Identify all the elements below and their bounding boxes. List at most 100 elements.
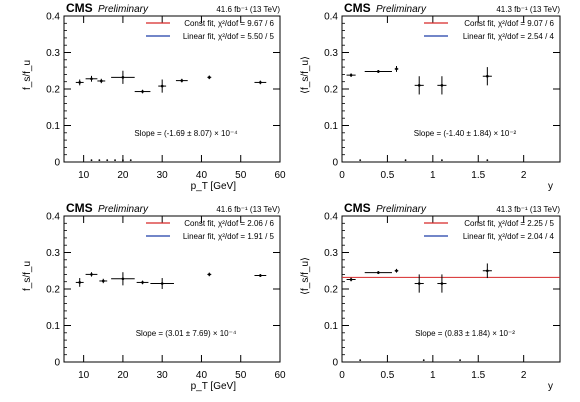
- y-tick-label: 0.2: [324, 85, 338, 96]
- luminosity-label: 41.6 fb⁻¹ (13 TeV): [216, 5, 280, 14]
- x-tick-label: 20: [117, 170, 129, 181]
- y-tick-label: 0.3: [324, 248, 338, 259]
- experiment-label: CMS: [344, 201, 371, 215]
- y-tick-label: 0: [54, 158, 60, 169]
- data-point: [395, 67, 398, 71]
- y-tick-label: 0.1: [46, 321, 60, 332]
- data-point: [259, 274, 262, 277]
- data-point: [121, 76, 125, 79]
- x-tick-label: 50: [235, 170, 247, 181]
- y-tick-label: 0.3: [46, 48, 60, 59]
- x-tick-label: 1.5: [471, 170, 485, 181]
- legend-entry: Const fit, χ²/dof = 2.25 / 5: [464, 219, 554, 228]
- y-tick-label: 0.1: [324, 321, 338, 332]
- data-point: [440, 282, 444, 285]
- axis-mark-dot: [90, 159, 93, 162]
- slope-annotation: Slope = (3.01 ± 7.69) × 10⁻⁴: [136, 329, 237, 338]
- x-axis-title: p_T [GeV]: [191, 181, 237, 192]
- data-point: [349, 73, 353, 77]
- luminosity-label: 41.3 fb⁻¹ (13 TeV): [496, 205, 560, 214]
- panel-bottom-left: 0 0.1 0.2 0.3 0.4 10 20 30 40 50 60 CMS Preliminary 4…: [22, 201, 286, 392]
- y-tick-label: 0: [332, 358, 338, 369]
- legend-entry: Const fit, χ²/dof = 9.67 / 6: [184, 19, 274, 28]
- x-axis-title: y: [548, 181, 553, 192]
- x-tick-label: 50: [235, 370, 247, 381]
- y-axis-title: ⟨f_s/f_u⟩: [300, 257, 311, 295]
- data-point: [100, 79, 103, 83]
- slope-annotation: Slope = (-1.40 ± 1.84) × 10⁻²: [414, 129, 517, 138]
- data-point: [395, 269, 398, 273]
- x-tick-label: 30: [157, 370, 169, 381]
- x-tick-label: 1: [430, 370, 436, 381]
- experiment-label: CMS: [66, 201, 93, 215]
- data-point: [90, 273, 93, 276]
- data-point: [141, 90, 144, 93]
- luminosity-label: 41.6 fb⁻¹ (13 TeV): [216, 205, 280, 214]
- x-tick-label: 1.5: [471, 370, 485, 381]
- data-point: [417, 84, 421, 87]
- axis-mark-dot: [106, 159, 109, 162]
- luminosity-label: 41.3 fb⁻¹ (13 TeV): [496, 5, 560, 14]
- x-tick-label: 40: [196, 370, 208, 381]
- y-tick-label: 0.4: [324, 12, 338, 23]
- x-tick-label: 10: [78, 170, 90, 181]
- x-axis-title: p_T [GeV]: [191, 381, 237, 392]
- data-point: [101, 279, 105, 283]
- y-tick-label: 0.3: [46, 248, 60, 259]
- y-tick-label: 0: [54, 358, 60, 369]
- panel-bottom-right: 0 0.1 0.2 0.3 0.4 0 0.5 1 1.5 2 CMS Preliminary 41.3…: [300, 201, 561, 392]
- x-tick-label: 0: [339, 370, 345, 381]
- x-tick-label: 1: [430, 170, 436, 181]
- slope-annotation: Slope = (-1.69 ± 8.07) × 10⁻⁴: [134, 129, 238, 138]
- axis-mark-dot: [359, 159, 362, 162]
- data-point: [440, 84, 444, 87]
- panel-top-left: 0 0.1 0.2 0.3 0.4 10 20 30 40 50 60 CMS Preliminary 4…: [22, 1, 286, 192]
- x-tick-label: 0.5: [380, 370, 394, 381]
- x-tick-label: 20: [117, 370, 129, 381]
- y-axis-title: f_s/f_u: [22, 60, 33, 90]
- data-point: [160, 84, 164, 88]
- x-tick-label: 2: [521, 170, 527, 181]
- panel-top-right: 0 0.1 0.2 0.3 0.4 0 0.5 1 1.5 2 CMS Preliminary 41.3…: [300, 1, 561, 192]
- legend-entry: Linear fit, χ²/dof = 1.91 / 5: [183, 232, 275, 241]
- legend-entry: Linear fit, χ²/dof = 5.50 / 5: [183, 32, 275, 41]
- experiment-label: CMS: [344, 1, 371, 15]
- axis-mark-dot: [422, 359, 425, 362]
- y-tick-label: 0.2: [324, 285, 338, 296]
- data-point: [377, 70, 380, 73]
- data-point: [208, 273, 211, 276]
- y-tick-label: 0.1: [324, 121, 338, 132]
- x-tick-label: 0.5: [380, 170, 394, 181]
- legend-entry: Linear fit, χ²/dof = 2.54 / 4: [463, 32, 555, 41]
- y-tick-label: 0: [332, 158, 338, 169]
- data-point: [90, 77, 93, 81]
- axis-mark-dot: [359, 359, 362, 362]
- data-point: [486, 74, 489, 78]
- legend-entry: Linear fit, χ²/dof = 2.04 / 4: [463, 232, 555, 241]
- y-tick-label: 0.3: [324, 48, 338, 59]
- axis-mark-dot: [98, 159, 101, 162]
- data-point: [78, 281, 82, 284]
- legend-entry: Const fit, χ²/dof = 9.07 / 6: [464, 19, 554, 28]
- legend-entry: Const fit, χ²/dof = 2.06 / 6: [184, 219, 274, 228]
- x-tick-label: 10: [78, 370, 90, 381]
- axis-mark-dot: [114, 159, 116, 162]
- axis-mark-dot: [122, 159, 124, 162]
- axis-mark-dot: [404, 159, 407, 162]
- data-point: [377, 271, 380, 274]
- x-axis-title: y: [548, 381, 553, 392]
- status-label: Preliminary: [98, 204, 149, 215]
- slope-annotation: Slope = (0.83 ± 1.84) × 10⁻²: [415, 329, 515, 338]
- status-label: Preliminary: [376, 4, 427, 15]
- y-tick-label: 0.2: [46, 285, 60, 296]
- experiment-label: CMS: [66, 1, 93, 15]
- y-axis-title: f_s/f_u: [22, 261, 33, 291]
- data-point: [180, 79, 184, 82]
- axis-mark-dot: [459, 359, 461, 362]
- status-label: Preliminary: [376, 204, 427, 215]
- x-tick-label: 40: [196, 170, 208, 181]
- data-point: [208, 76, 211, 79]
- axis-mark-dot: [129, 159, 132, 162]
- x-tick-label: 0: [339, 170, 345, 181]
